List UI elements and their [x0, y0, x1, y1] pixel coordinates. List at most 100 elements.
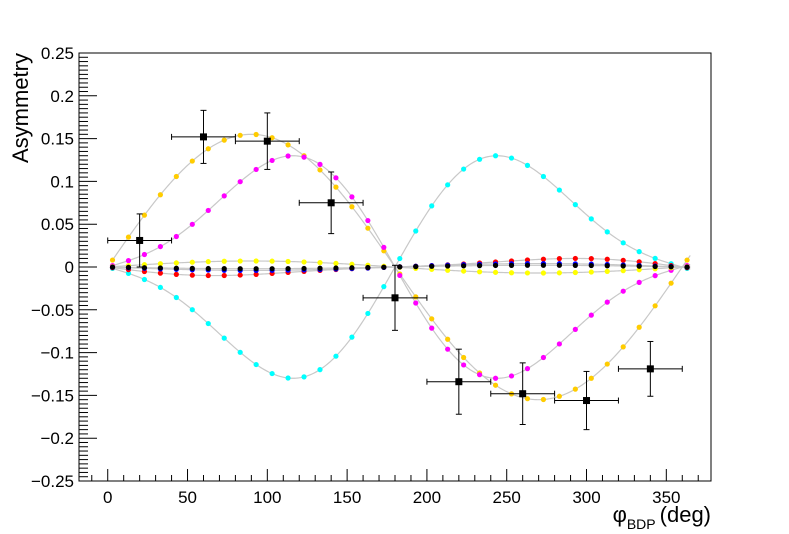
data-point	[327, 199, 335, 207]
y-tick-label: 0.2	[50, 87, 74, 106]
model-point-magenta	[540, 354, 547, 361]
model-point-black	[684, 264, 690, 270]
model-point-red	[620, 257, 626, 263]
model-point-red	[604, 256, 610, 262]
model-point-black	[508, 262, 515, 268]
model-point-black	[157, 265, 163, 271]
model-point-black	[381, 264, 387, 270]
model-point-cyan	[301, 374, 307, 380]
data-point	[199, 133, 207, 141]
model-point-red	[588, 256, 594, 262]
model-point-black	[636, 263, 642, 269]
model-point-cyan	[333, 353, 339, 359]
model-point-red	[636, 259, 642, 265]
model-point-cyan	[253, 361, 259, 368]
model-point-cyan	[317, 367, 323, 373]
model-point-yellow	[317, 260, 323, 266]
model-point-cyan	[524, 162, 531, 168]
model-point-cyan	[461, 166, 467, 172]
model-point-cyan	[285, 375, 291, 381]
model-point-black	[620, 263, 626, 269]
x-tick-label: 150	[333, 488, 361, 507]
model-point-black	[604, 263, 610, 269]
model-point-black	[476, 263, 483, 269]
x-axis-title: φBDP (deg)	[613, 502, 711, 532]
data-point	[263, 137, 271, 145]
model-point-yellow	[301, 259, 307, 265]
model-point-cyan	[508, 155, 515, 161]
model-point-magenta	[556, 341, 562, 347]
model-point-magenta	[524, 366, 531, 372]
model-point-magenta	[141, 251, 148, 258]
model-markers	[109, 131, 690, 403]
model-point-orange	[445, 336, 451, 342]
model-point-red	[556, 256, 562, 262]
model-point-orange	[205, 146, 211, 152]
model-point-magenta	[205, 207, 211, 214]
model-point-orange	[668, 280, 674, 286]
y-tick-label: 0	[65, 258, 74, 277]
model-point-orange	[636, 324, 642, 330]
model-point-magenta	[572, 326, 578, 332]
model-point-cyan	[572, 202, 578, 208]
model-point-cyan	[397, 255, 403, 262]
y-tick-label: 0.15	[41, 130, 74, 149]
model-point-cyan	[588, 216, 594, 222]
model-point-magenta	[652, 273, 658, 279]
model-point-magenta	[365, 217, 371, 224]
model-point-magenta	[492, 375, 499, 381]
model-point-orange	[413, 294, 419, 300]
model-point-yellow	[445, 267, 451, 273]
model-point-black	[205, 265, 211, 272]
model-point-orange	[285, 142, 291, 148]
model-point-black	[556, 262, 562, 268]
model-point-black	[253, 266, 259, 272]
model-point-orange	[492, 382, 499, 388]
data-point	[391, 294, 399, 302]
model-point-yellow	[269, 258, 275, 264]
model-point-yellow	[476, 269, 483, 275]
model-point-cyan	[269, 370, 275, 377]
model-point-black	[221, 266, 227, 272]
model-point-orange	[173, 173, 179, 180]
model-point-magenta	[189, 221, 195, 227]
model-point-yellow	[588, 269, 594, 275]
model-point-orange	[652, 303, 658, 309]
model-point-black	[429, 263, 435, 269]
model-point-yellow	[253, 258, 259, 264]
y-tick-label: 0.25	[41, 44, 74, 63]
model-point-magenta	[221, 193, 227, 199]
model-point-orange	[125, 234, 132, 240]
model-point-yellow	[604, 268, 610, 274]
model-point-orange	[141, 212, 148, 218]
y-tick-label: −0.25	[31, 472, 74, 491]
model-point-yellow	[620, 268, 626, 274]
model-point-yellow	[461, 268, 467, 274]
model-point-yellow	[524, 270, 531, 276]
y-tick-label: −0.05	[31, 301, 74, 320]
model-point-black	[365, 264, 371, 271]
data-point	[646, 365, 654, 373]
model-point-orange	[109, 257, 116, 263]
model-point-black	[492, 262, 499, 269]
model-point-magenta	[445, 346, 451, 352]
x-axis-title-symbol: φ	[613, 502, 627, 527]
model-point-cyan	[157, 284, 163, 291]
model-point-black	[189, 265, 195, 271]
model-point-cyan	[620, 240, 626, 246]
model-point-orange	[317, 167, 323, 173]
model-point-red	[237, 272, 243, 278]
model-point-cyan	[221, 335, 227, 341]
model-point-cyan	[652, 255, 658, 261]
model-point-magenta	[381, 244, 387, 250]
model-point-cyan	[636, 249, 642, 255]
model-point-cyan	[365, 310, 371, 317]
model-point-magenta	[508, 373, 515, 379]
model-point-red	[157, 270, 163, 276]
y-tick-label: −0.2	[40, 429, 74, 448]
model-point-yellow	[508, 270, 515, 276]
model-point-magenta	[349, 194, 355, 200]
model-point-black	[397, 264, 403, 270]
model-point-magenta	[333, 175, 339, 181]
